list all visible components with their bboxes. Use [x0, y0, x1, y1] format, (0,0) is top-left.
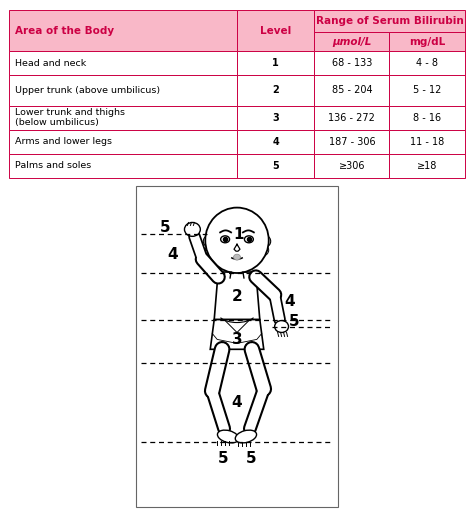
Bar [237, 106, 314, 130]
Bar [314, 32, 390, 51]
Bar [390, 106, 465, 130]
Text: 5: 5 [218, 451, 228, 466]
Text: Lower trunk and thighs
(below umbilicus): Lower trunk and thighs (below umbilicus) [15, 108, 125, 127]
Bar [314, 75, 390, 106]
Bar [237, 75, 314, 106]
Text: Level: Level [260, 26, 292, 36]
Bar [314, 153, 390, 178]
Text: 4 - 8: 4 - 8 [416, 58, 438, 68]
Text: 5 - 12: 5 - 12 [413, 85, 441, 95]
Text: Range of Serum Bilirubin: Range of Serum Bilirubin [316, 16, 463, 26]
Text: 4: 4 [167, 247, 178, 262]
Ellipse shape [184, 222, 201, 236]
Bar [9, 153, 237, 178]
Ellipse shape [255, 244, 269, 256]
Bar [237, 130, 314, 153]
Text: 1: 1 [272, 58, 279, 68]
Bar [237, 153, 314, 178]
Ellipse shape [205, 208, 269, 273]
Ellipse shape [274, 320, 289, 333]
Text: Arms and lower legs: Arms and lower legs [15, 137, 112, 146]
Text: 3: 3 [272, 113, 279, 123]
Polygon shape [214, 272, 260, 320]
Polygon shape [210, 320, 264, 349]
Text: 11 - 18: 11 - 18 [410, 136, 444, 147]
Text: Palms and soles: Palms and soles [15, 161, 91, 170]
Text: 8 - 16: 8 - 16 [413, 113, 441, 123]
Bar [314, 10, 465, 32]
Text: Upper trunk (above umbilicus): Upper trunk (above umbilicus) [15, 86, 160, 95]
Text: 136 - 272: 136 - 272 [328, 113, 375, 123]
Text: 1: 1 [234, 227, 244, 242]
Ellipse shape [218, 430, 239, 443]
Text: 4: 4 [272, 136, 279, 147]
Bar [9, 75, 237, 106]
Text: 4: 4 [232, 396, 242, 410]
Ellipse shape [203, 236, 211, 246]
Bar [314, 130, 390, 153]
Bar [9, 106, 237, 130]
Bar [390, 51, 465, 75]
Text: Head and neck: Head and neck [15, 59, 86, 67]
Ellipse shape [205, 244, 219, 256]
Bar [390, 32, 465, 51]
Bar [9, 10, 237, 51]
Ellipse shape [221, 236, 229, 243]
Text: ≥306: ≥306 [338, 161, 365, 170]
Text: 5: 5 [272, 161, 279, 170]
Bar [237, 51, 314, 75]
Ellipse shape [263, 236, 271, 246]
Bar [314, 106, 390, 130]
Bar [390, 130, 465, 153]
Text: 5: 5 [246, 451, 256, 466]
Bar [390, 75, 465, 106]
Bar [9, 130, 237, 153]
Text: 68 - 133: 68 - 133 [332, 58, 372, 68]
Text: 187 - 306: 187 - 306 [328, 136, 375, 147]
Text: 3: 3 [232, 332, 242, 347]
Text: Area of the Body: Area of the Body [15, 26, 114, 36]
Text: 4: 4 [284, 294, 295, 309]
Text: 5: 5 [159, 220, 170, 235]
Ellipse shape [234, 254, 240, 260]
Ellipse shape [245, 236, 253, 243]
Bar [237, 10, 314, 51]
Text: 85 - 204: 85 - 204 [332, 85, 372, 95]
Bar [9, 51, 237, 75]
Ellipse shape [235, 430, 256, 443]
Bar [314, 51, 390, 75]
Text: μmol/L: μmol/L [332, 37, 372, 47]
Text: 5: 5 [289, 314, 300, 329]
Text: 2: 2 [272, 85, 279, 95]
Text: 2: 2 [232, 289, 242, 304]
Text: mg/dL: mg/dL [409, 37, 445, 47]
Bar [390, 153, 465, 178]
Text: ≥18: ≥18 [417, 161, 437, 170]
